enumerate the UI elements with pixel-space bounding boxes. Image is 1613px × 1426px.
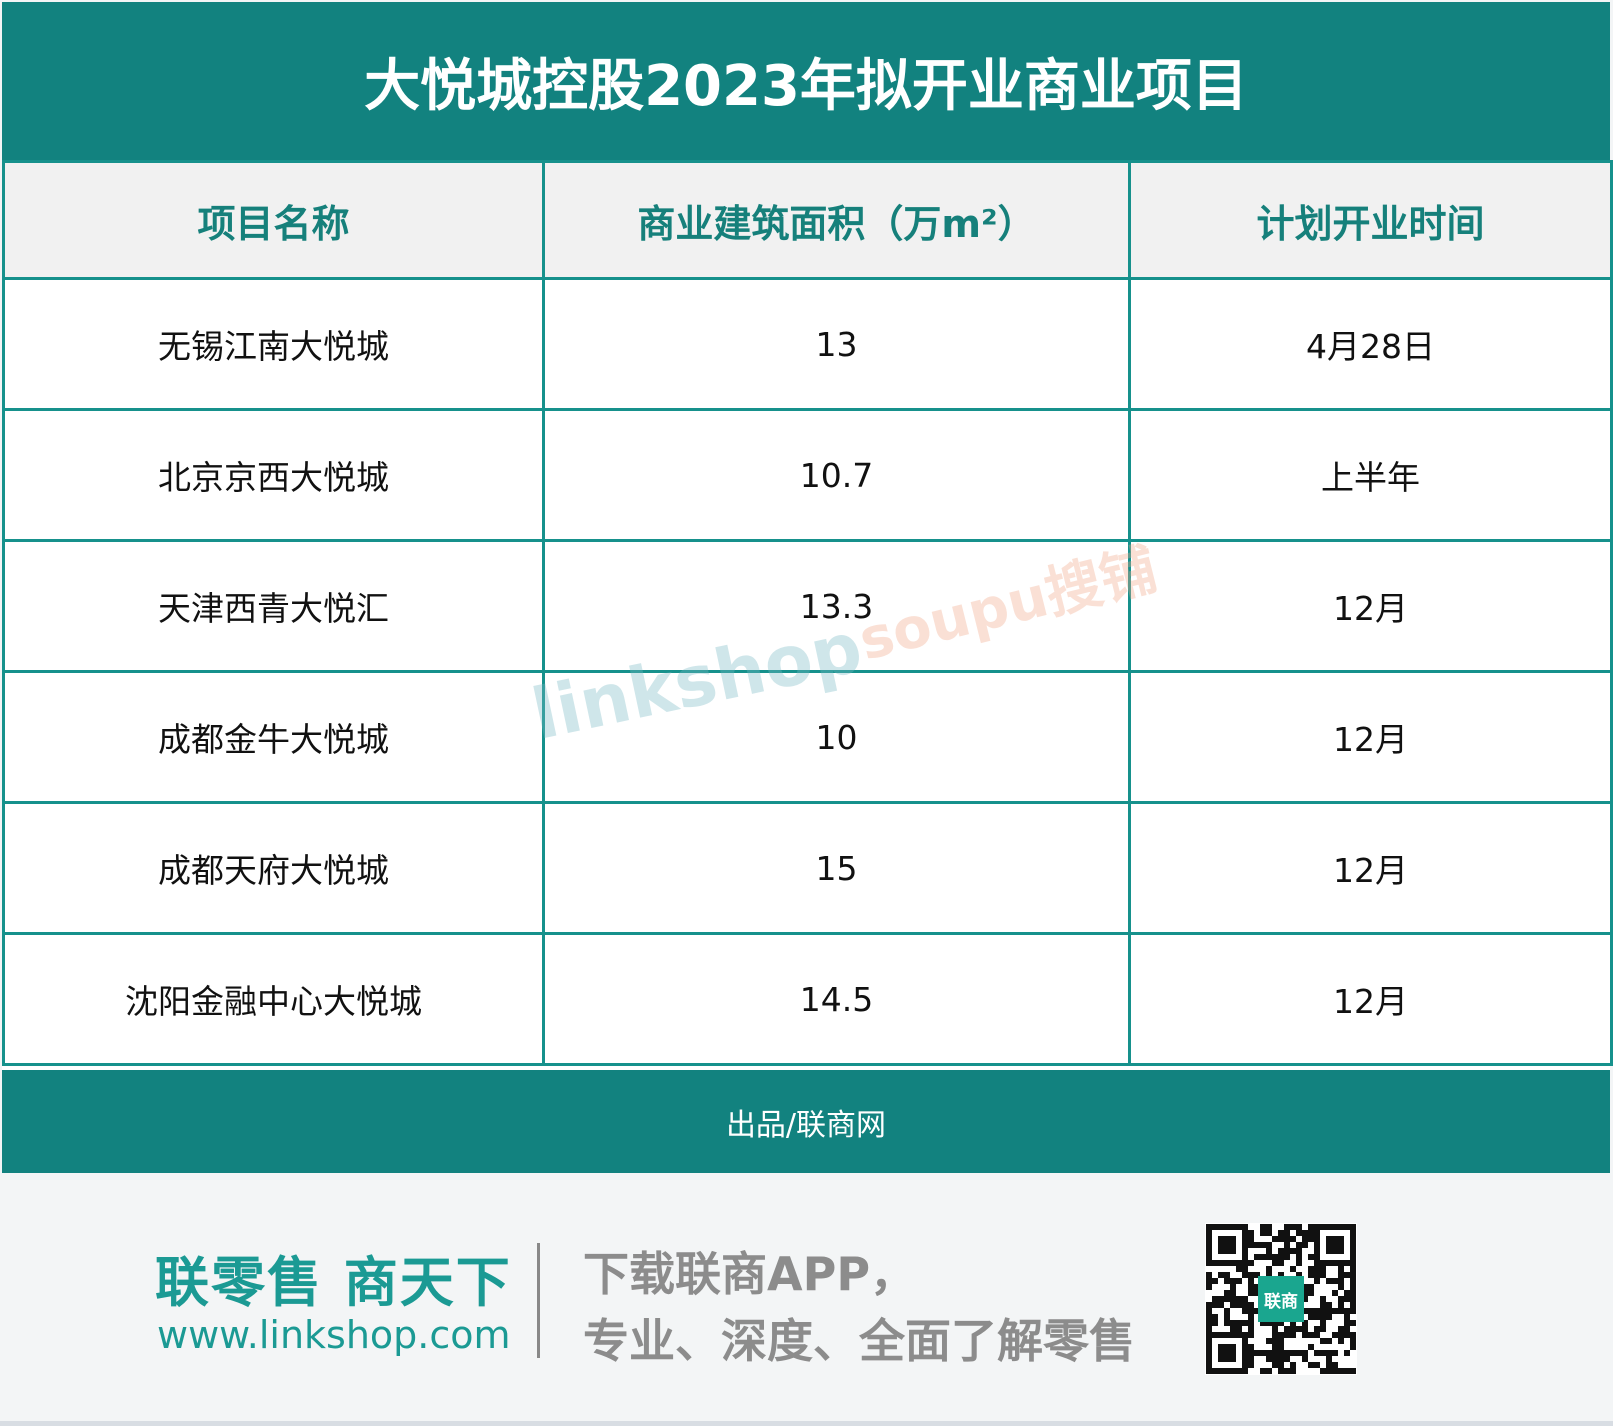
cell-project-name: 成都天府大悦城 <box>2 801 545 935</box>
table-row: 北京京西大悦城 10.7 上半年 <box>2 408 1613 542</box>
cell-project-name: 北京京西大悦城 <box>2 408 545 542</box>
cell-open-time: 12月 <box>1128 539 1613 673</box>
table-row: 无锡江南大悦城 13 4月28日 <box>2 277 1613 411</box>
cell-area: 10.7 <box>542 408 1131 542</box>
divider <box>537 1243 540 1358</box>
table-row: 成都金牛大悦城 10 12月 <box>2 670 1613 804</box>
cell-open-time: 上半年 <box>1128 408 1613 542</box>
cell-area: 14.5 <box>542 932 1131 1066</box>
table-row: 天津西青大悦汇 13.3 12月 <box>2 539 1613 673</box>
table-header-row: 项目名称 商业建筑面积（万m²） 计划开业时间 <box>2 160 1613 280</box>
website-link[interactable]: www.linkshop.com <box>157 1313 511 1357</box>
table-card: 大悦城控股2023年拟开业商业项目 项目名称 商业建筑面积（万m²） 计划开业时… <box>2 2 1613 1173</box>
header-area: 商业建筑面积（万m²） <box>542 160 1131 280</box>
promo-banner: 联零售 商天下 www.linkshop.com 下载联商APP， 专业、深度、… <box>0 1173 1613 1426</box>
download-text: 下载联商APP， <box>583 1247 917 1301</box>
cell-area: 10 <box>542 670 1131 804</box>
table-row: 沈阳金融中心大悦城 14.5 12月 <box>2 932 1613 1066</box>
cell-area: 13 <box>542 277 1131 411</box>
page-title: 大悦城控股2023年拟开业商业项目 <box>2 2 1610 160</box>
slogan: 联零售 商天下 <box>155 1251 512 1314</box>
cell-project-name: 沈阳金融中心大悦城 <box>2 932 545 1066</box>
cell-area: 13.3 <box>542 539 1131 673</box>
cell-project-name: 天津西青大悦汇 <box>2 539 545 673</box>
projects-table: 项目名称 商业建筑面积（万m²） 计划开业时间 无锡江南大悦城 13 4月28日 北京… <box>2 160 1613 1066</box>
bottom-border <box>0 1421 1613 1426</box>
qr-logo: 联商 <box>1258 1276 1304 1322</box>
cell-open-time: 12月 <box>1128 670 1613 804</box>
header-project-name: 项目名称 <box>2 160 545 280</box>
cell-area: 15 <box>542 801 1131 935</box>
credit-footer: 出品/联商网 <box>2 1070 1610 1173</box>
cell-project-name: 成都金牛大悦城 <box>2 670 545 804</box>
cell-project-name: 无锡江南大悦城 <box>2 277 545 411</box>
header-open-time: 计划开业时间 <box>1128 160 1613 280</box>
cell-open-time: 12月 <box>1128 801 1613 935</box>
table-row: 成都天府大悦城 15 12月 <box>2 801 1613 935</box>
tagline-text: 专业、深度、全面了解零售 <box>583 1314 1135 1368</box>
qr-code: 联商 <box>1205 1223 1357 1375</box>
cell-open-time: 4月28日 <box>1128 277 1613 411</box>
cell-open-time: 12月 <box>1128 932 1613 1066</box>
